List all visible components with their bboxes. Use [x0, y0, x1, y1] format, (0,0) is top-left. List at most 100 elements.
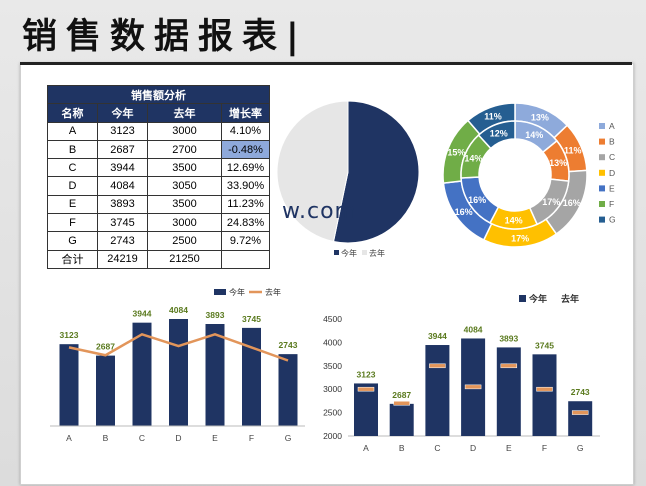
table-cell: 24.83% [221, 213, 270, 233]
donut-legend-swatch [599, 169, 605, 176]
last-year-line [68, 332, 289, 362]
bar-data-label: 2743 [571, 387, 590, 397]
table-row: 合计 24219 21250 [47, 249, 270, 269]
donut-legend-swatch [599, 185, 605, 192]
donut-legend-label: F [609, 199, 614, 209]
x-tick-label: D [175, 433, 181, 443]
table-row: A 3123 3000 4.10% [47, 121, 270, 141]
legend-label: 今年 [528, 293, 547, 304]
table-cell: 3050 [147, 176, 222, 196]
donut-data-label: 12% [490, 129, 508, 139]
donut-data-label: 16% [468, 195, 486, 205]
table-cell: 11.23% [221, 194, 270, 215]
bar [132, 322, 152, 426]
table-row: G 2743 2500 9.72% [47, 231, 270, 251]
donut-data-label: 13% [549, 158, 567, 168]
table-cell: 3944 [97, 158, 148, 178]
table-cell: 4084 [97, 176, 148, 196]
bar-data-label: 3745 [535, 340, 554, 350]
bar [278, 354, 298, 426]
x-tick-label: B [399, 443, 405, 453]
x-tick-label: C [139, 433, 145, 443]
table-row: C 3944 3500 12.69% [47, 158, 270, 178]
sales-table: 销售额分析 名称 今年 去年 增长率 A 3123 3000 4.10% B 2687 2700-… [47, 84, 270, 269]
pie-slice [276, 100, 349, 243]
pie-legend-label: 去年 [369, 248, 385, 258]
donut-legend-swatch [599, 123, 605, 129]
x-tick-label: A [66, 433, 72, 443]
legend-label: 去年 [561, 293, 579, 304]
last-year-marker [429, 363, 446, 369]
donut-data-label: 16% [455, 207, 473, 217]
card-divider [20, 62, 632, 65]
last-year-marker [357, 386, 375, 392]
x-tick-label: E [506, 443, 512, 453]
x-tick-label: G [577, 443, 584, 453]
bar [568, 401, 593, 436]
donut-data-label: 16% [563, 198, 581, 208]
last-year-marker [500, 363, 518, 369]
page-title: 销售数据报表| [22, 17, 308, 57]
donut-segment [477, 120, 516, 150]
table-body: A 3123 3000 4.10% B 2687 2700 -0.48% C 3944 3500 12… [47, 121, 270, 269]
y-tick-label: 2500 [323, 408, 342, 418]
y-tick-label: 4000 [323, 337, 342, 347]
bar [389, 403, 414, 436]
table-row: B 2687 2700 -0.48% [47, 139, 270, 160]
legend-label: 去年 [265, 287, 281, 297]
x-tick-label: C [434, 443, 440, 453]
donut-data-label: 11% [564, 145, 582, 155]
bar-data-label: 4084 [464, 324, 483, 334]
bar [496, 347, 521, 436]
legend-swatch-this-year [214, 289, 226, 295]
pie-legend-label: 今年 [341, 248, 357, 258]
last-year-marker [536, 386, 553, 392]
donut-data-label: 17% [511, 233, 529, 243]
donut-legend-label: G [609, 215, 616, 225]
x-tick-label: F [249, 433, 254, 443]
donut-data-label: 17% [542, 197, 560, 207]
donut-legend-swatch [599, 201, 605, 207]
bar-data-label: 3944 [133, 309, 152, 319]
bar [59, 344, 79, 426]
table-cell: 21250 [147, 249, 222, 269]
x-tick-label: A [363, 443, 369, 453]
bar-data-label: 3123 [60, 330, 79, 340]
x-tick-label: E [212, 433, 218, 443]
bar-data-label: 2687 [392, 390, 411, 400]
bar [354, 383, 378, 436]
table-cell: 合计 [47, 249, 98, 269]
table-cell: 2743 [97, 231, 148, 251]
donut-legend-label: B [609, 137, 615, 147]
bar-data-label: 2687 [96, 342, 115, 352]
pie-legend-swatch [334, 250, 339, 255]
donut-data-label: 11% [484, 111, 502, 121]
donut-data-label: 14% [505, 215, 523, 225]
donut-legend-swatch [599, 216, 605, 223]
donut-legend-swatch [599, 154, 605, 161]
table-row: D 4084 3050 33.90% [47, 176, 270, 196]
donut-legend-label: C [609, 152, 615, 162]
last-year-marker [464, 384, 482, 390]
legend-swatch-this-year [519, 295, 526, 302]
table-header-cell: 增长率 [221, 103, 270, 123]
y-tick-label: 3000 [323, 384, 342, 394]
bar-data-label: 3944 [428, 331, 447, 341]
bar-data-label: 3893 [206, 310, 225, 320]
bar-data-label: 3893 [499, 333, 518, 343]
x-tick-label: G [285, 433, 292, 443]
bar [169, 319, 188, 426]
pie-slice [332, 100, 420, 244]
donut-data-label: 14% [525, 130, 543, 140]
x-tick-label: F [542, 443, 547, 453]
table-cell: -0.48% [221, 139, 270, 160]
bar-data-label: 3123 [357, 369, 376, 379]
bar [242, 327, 261, 426]
last-year-marker [393, 400, 410, 406]
watermark: w.com [282, 199, 357, 224]
donut-data-label: 13% [531, 113, 549, 123]
bar-data-label: 2743 [279, 340, 298, 350]
donut-legend-label: D [609, 168, 615, 178]
bar-data-label: 4084 [169, 305, 188, 315]
